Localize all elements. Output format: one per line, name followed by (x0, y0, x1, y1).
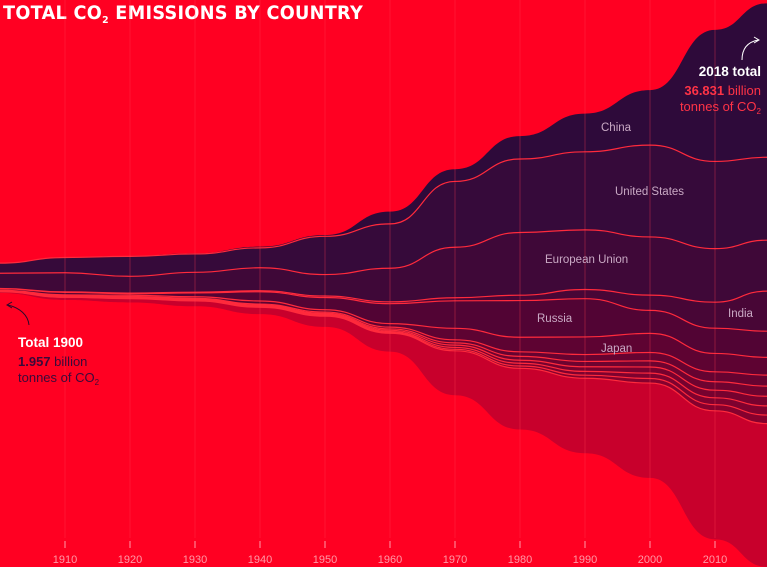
annotation-heading: Total 1900 (18, 335, 84, 350)
series-area-european-union (0, 229, 767, 303)
arrow-1900 (7, 304, 30, 326)
annotation-value-line: 1.957 billion (18, 354, 99, 370)
annotation-heading: 2018 total (698, 64, 761, 79)
series-label-united-states: United States (615, 186, 685, 198)
series-divider-line (0, 289, 767, 358)
x-tick-label: 1980 (508, 554, 532, 566)
x-tick-label: 2010 (703, 554, 727, 566)
series-label-japan: Japan (601, 343, 633, 355)
series-divider-line (0, 291, 767, 425)
x-tick-label: 1940 (248, 554, 272, 566)
x-tick-label: 2000 (638, 554, 662, 566)
x-tick-label: 1920 (118, 554, 142, 566)
annotation-unit: billion (54, 354, 88, 369)
annotation-value: 1.957 (18, 354, 51, 369)
title-text: TOTAL CO (3, 2, 103, 24)
x-tick-label: 1970 (443, 554, 467, 566)
series-divider-line (0, 287, 767, 303)
x-tick-label: 1910 (53, 554, 77, 566)
arrowhead-1900 (6, 301, 13, 309)
title-subscript: 2 (102, 15, 109, 26)
series-label-russia: Russia (537, 313, 573, 325)
x-tick-label: 1960 (378, 554, 402, 566)
series-divider-line (0, 290, 767, 376)
annotation-unit-line: tonnes of CO2 (18, 370, 99, 391)
x-tick-label: 1930 (183, 554, 207, 566)
series-divider-line (0, 288, 767, 332)
annotation-value: 36.831 (684, 83, 725, 98)
annotation-subscript: 2 (756, 107, 761, 116)
annotation-1900-total: Total 1900 1.957 billion tonnes of CO2 (18, 335, 99, 391)
arrow-2018 (741, 39, 759, 61)
x-tick-label: 1990 (573, 554, 597, 566)
annotation-subscript: 2 (94, 378, 100, 387)
annotation-unit-text: tonnes of CO (679, 99, 757, 114)
arrowhead-2018 (753, 36, 760, 44)
series-label-india: India (728, 308, 753, 320)
series-label-china: China (601, 122, 632, 134)
annotation-unit-text: tonnes of CO (18, 370, 95, 385)
series-area-united-states (0, 145, 767, 277)
series-area-other-11 (0, 291, 767, 567)
annotation-2018-total: 2018 total 36.831 billion tonnes of CO2 (680, 64, 761, 120)
annotation-value-line: 36.831 billion (680, 83, 761, 99)
x-tick-label: 1950 (313, 554, 337, 566)
series-divider-line (0, 144, 767, 264)
title-text-suffix: EMISSIONS BY COUNTRY (108, 2, 364, 24)
series-label-european-union: European Union (545, 254, 629, 266)
series-area-china (0, 3, 767, 264)
annotation-unit-line: tonnes of CO2 (680, 99, 761, 120)
annotation-unit: billion (727, 83, 761, 98)
chart-title: TOTAL CO2 EMISSIONS BY COUNTRY (3, 2, 363, 26)
series-divider-line (0, 229, 767, 277)
